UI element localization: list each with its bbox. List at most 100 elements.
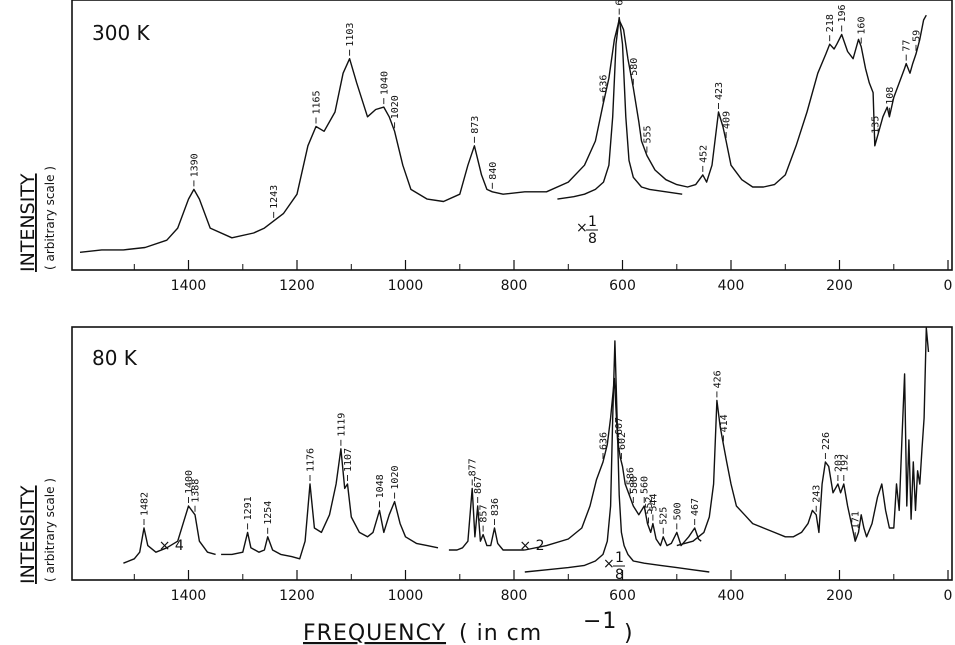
peak-label: 203	[833, 454, 844, 472]
ylabel-main: INTENSITY	[17, 173, 39, 272]
x-tick-label: 1200	[279, 278, 315, 294]
peak-label: 414	[719, 414, 730, 432]
peak-label: 1020	[390, 466, 401, 490]
peak-label: 243	[812, 485, 823, 503]
peak-label: 1482	[140, 492, 151, 516]
multiplier-layer-80k: × 4 × 2	[159, 538, 545, 554]
peak-label: 77	[902, 40, 913, 52]
multiplier-denominator: 8	[588, 231, 597, 247]
ylabel-sub: ( arbitrary scale )	[43, 166, 57, 270]
peak-label: 1176	[306, 448, 317, 472]
peak-label: 426	[712, 370, 723, 388]
xlabel-close: )	[624, 621, 634, 645]
peak-label: 840	[488, 162, 499, 180]
panel-title-300k: 300 K	[92, 21, 151, 45]
peak-label: 196	[837, 4, 848, 22]
peak-label: 602	[617, 432, 628, 450]
series-layer-300k	[79, 14, 927, 253]
multiplier-denominator: 8	[615, 567, 624, 583]
spectrum-series-5	[676, 327, 930, 547]
peak-label: 59	[912, 30, 923, 42]
peak-label: 636	[599, 75, 610, 93]
peak-label: 1048	[375, 474, 386, 498]
spectrum-series-6	[524, 340, 710, 573]
series-layer-80k	[123, 327, 930, 573]
peak-label: 160	[857, 17, 868, 35]
peak-label: 857	[479, 505, 490, 523]
spectrum-series-1	[123, 505, 216, 564]
x-tick-label: 400	[718, 278, 745, 294]
peak-label: 452	[698, 145, 709, 163]
x-tick-label: 600	[609, 278, 636, 294]
peak-label: 1119	[336, 413, 347, 437]
gain-multiplier-label: × 4	[159, 538, 184, 554]
peak-label: 1107	[343, 448, 354, 472]
peak-label: 580	[629, 476, 640, 494]
x-tick-label: 1400	[171, 588, 207, 604]
tick-layer-300k: 1400 1200 1000 800 600 400 200 0	[133, 260, 953, 294]
x-tick-label: 0	[944, 278, 953, 294]
spectrum-series-3	[448, 487, 525, 551]
x-tick-label: 200	[826, 278, 853, 294]
x-tick-label: 400	[718, 588, 745, 604]
peak-label: 1390	[189, 153, 200, 177]
multiplier-1-8-300k: × 1 8	[576, 214, 598, 247]
multiplier-symbol: ×	[603, 556, 615, 572]
peak-label: 226	[821, 432, 832, 450]
peak-label: 1388	[191, 479, 202, 503]
panel-title-80k: 80 K	[92, 346, 138, 370]
peak-label: 135	[870, 116, 881, 134]
peak-label: 560	[640, 476, 651, 494]
x-tick-label: 600	[609, 588, 636, 604]
peak-label: 423	[714, 82, 725, 100]
peak-label: 1020	[390, 95, 401, 119]
x-tick-label: 800	[501, 278, 528, 294]
peak-label: 552	[644, 496, 655, 514]
peak-label: 409	[722, 111, 733, 129]
multiplier-numerator: 1	[588, 214, 597, 230]
y-axis-label-300k: INTENSITY ( arbitrary scale )	[17, 166, 57, 272]
peak-label: 586	[626, 467, 637, 485]
peak-label: 1400	[184, 470, 195, 494]
multiplier-symbol: ×	[576, 220, 588, 236]
x-tick-label: 200	[826, 588, 853, 604]
peak-label: 1165	[312, 90, 323, 114]
xlabel-exponent: −1	[583, 609, 617, 634]
peak-label: 500	[672, 502, 683, 520]
peak-label: 606	[615, 0, 626, 6]
x-tick-label: 1000	[388, 588, 424, 604]
x-axis-label: FREQUENCY ( in cm −1 )	[303, 609, 634, 645]
peak-label: 192	[839, 454, 850, 472]
peak-label: 636	[599, 432, 610, 450]
x-tick-label: 1000	[388, 278, 424, 294]
spectrum-series-1	[79, 14, 927, 253]
x-tick-label: 800	[501, 588, 528, 604]
spectrum-series-4	[524, 377, 702, 551]
peak-label: 544	[648, 494, 659, 512]
y-axis-label-80k: INTENSITY ( arbitrary scale )	[17, 478, 57, 584]
xlabel-unit: ( in cm	[459, 621, 542, 645]
ylabel-main: INTENSITY	[17, 485, 39, 584]
peak-label: 467	[690, 498, 701, 516]
x-tick-label: 1200	[279, 588, 315, 604]
peak-label: 1040	[379, 71, 390, 95]
multiplier-1-8-80k: × 1 8	[603, 550, 625, 583]
x-tick-label: 0	[944, 588, 953, 604]
peak-label: 877	[468, 458, 479, 476]
spectrum-series-2	[557, 16, 683, 200]
peak-label: 867	[473, 476, 484, 494]
peak-label: 873	[470, 116, 481, 134]
gain-multiplier-label: × 2	[519, 538, 544, 554]
peak-label: 1103	[345, 23, 356, 47]
plot-frame-300k	[71, 0, 953, 271]
xlabel-main: FREQUENCY	[303, 621, 446, 645]
x-tick-label: 1400	[171, 278, 207, 294]
peak-label: 218	[825, 14, 836, 32]
peak-label: 555	[642, 125, 653, 143]
peak-label: 525	[659, 507, 670, 525]
peak-label: 836	[490, 498, 501, 516]
